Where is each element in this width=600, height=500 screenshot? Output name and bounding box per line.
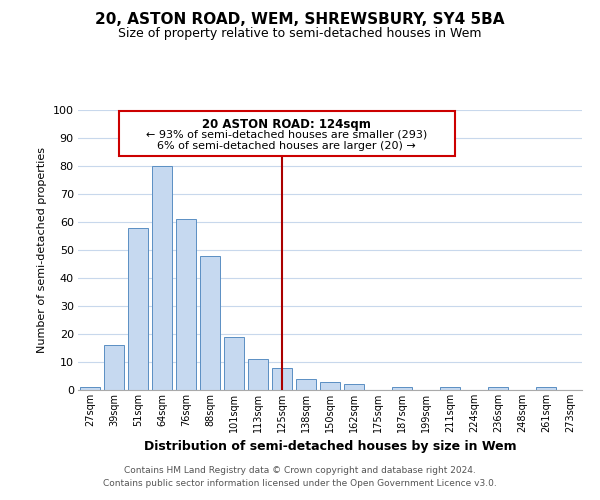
Text: 6% of semi-detached houses are larger (20) →: 6% of semi-detached houses are larger (2… bbox=[157, 141, 416, 151]
Text: 20 ASTON ROAD: 124sqm: 20 ASTON ROAD: 124sqm bbox=[202, 118, 371, 132]
Bar bbox=[248, 359, 268, 390]
Bar bbox=[272, 368, 292, 390]
FancyBboxPatch shape bbox=[119, 112, 455, 156]
Bar bbox=[344, 384, 364, 390]
Text: ← 93% of semi-detached houses are smaller (293): ← 93% of semi-detached houses are smalle… bbox=[146, 130, 427, 140]
Y-axis label: Number of semi-detached properties: Number of semi-detached properties bbox=[37, 147, 47, 353]
Bar bbox=[440, 387, 460, 390]
Bar bbox=[104, 345, 124, 390]
Bar bbox=[320, 382, 340, 390]
Bar bbox=[536, 387, 556, 390]
Text: Contains HM Land Registry data © Crown copyright and database right 2024.
Contai: Contains HM Land Registry data © Crown c… bbox=[103, 466, 497, 487]
Bar bbox=[176, 219, 196, 390]
X-axis label: Distribution of semi-detached houses by size in Wem: Distribution of semi-detached houses by … bbox=[143, 440, 517, 454]
Text: 20, ASTON ROAD, WEM, SHREWSBURY, SY4 5BA: 20, ASTON ROAD, WEM, SHREWSBURY, SY4 5BA bbox=[95, 12, 505, 28]
Bar bbox=[128, 228, 148, 390]
Text: Size of property relative to semi-detached houses in Wem: Size of property relative to semi-detach… bbox=[118, 28, 482, 40]
Bar bbox=[80, 387, 100, 390]
Bar bbox=[392, 387, 412, 390]
Bar bbox=[296, 379, 316, 390]
Bar bbox=[488, 387, 508, 390]
Bar bbox=[224, 337, 244, 390]
Bar bbox=[152, 166, 172, 390]
Bar bbox=[200, 256, 220, 390]
